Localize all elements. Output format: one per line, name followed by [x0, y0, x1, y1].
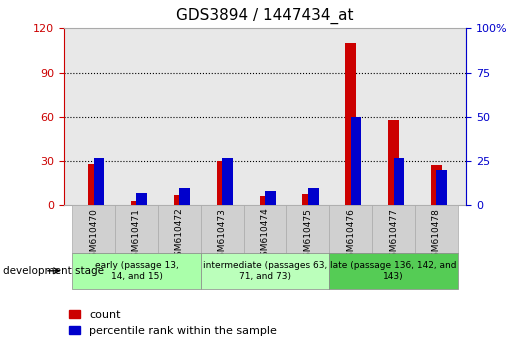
Bar	[388, 120, 399, 205]
Bar	[346, 43, 356, 205]
Bar	[136, 193, 147, 205]
Bar	[217, 161, 227, 205]
Title: GDS3894 / 1447434_at: GDS3894 / 1447434_at	[176, 8, 354, 24]
Text: GSM610476: GSM610476	[346, 208, 355, 263]
Legend: count, percentile rank within the sample: count, percentile rank within the sample	[69, 310, 277, 336]
Text: GSM610471: GSM610471	[132, 208, 141, 263]
Bar	[179, 188, 190, 205]
FancyBboxPatch shape	[329, 253, 458, 289]
FancyBboxPatch shape	[244, 205, 286, 253]
Bar	[94, 158, 104, 205]
Text: GSM610478: GSM610478	[432, 208, 441, 263]
Text: GSM610472: GSM610472	[175, 208, 184, 262]
FancyBboxPatch shape	[115, 205, 158, 253]
FancyBboxPatch shape	[415, 205, 458, 253]
Text: early (passage 13,
14, and 15): early (passage 13, 14, and 15)	[94, 261, 178, 280]
Text: development stage: development stage	[3, 266, 104, 276]
FancyBboxPatch shape	[158, 205, 201, 253]
Bar	[436, 170, 447, 205]
Bar	[88, 164, 99, 205]
Text: intermediate (passages 63,
71, and 73): intermediate (passages 63, 71, and 73)	[203, 261, 327, 280]
FancyBboxPatch shape	[72, 205, 115, 253]
Text: late (passage 136, 142, and
143): late (passage 136, 142, and 143)	[330, 261, 457, 280]
FancyBboxPatch shape	[201, 253, 329, 289]
FancyBboxPatch shape	[372, 205, 415, 253]
Text: GSM610470: GSM610470	[89, 208, 98, 263]
Text: GSM610474: GSM610474	[261, 208, 269, 262]
Text: GSM610477: GSM610477	[389, 208, 398, 263]
FancyBboxPatch shape	[201, 205, 244, 253]
Bar	[431, 166, 442, 205]
Text: GSM610475: GSM610475	[303, 208, 312, 263]
Bar	[303, 194, 313, 205]
Bar	[260, 196, 270, 205]
Bar	[265, 191, 276, 205]
Text: GSM610473: GSM610473	[218, 208, 227, 263]
FancyBboxPatch shape	[72, 253, 201, 289]
Bar	[131, 201, 142, 205]
Bar	[394, 158, 404, 205]
Bar	[222, 158, 233, 205]
Bar	[308, 188, 319, 205]
FancyBboxPatch shape	[286, 205, 329, 253]
Bar	[351, 117, 361, 205]
Bar	[174, 195, 184, 205]
FancyBboxPatch shape	[329, 205, 372, 253]
